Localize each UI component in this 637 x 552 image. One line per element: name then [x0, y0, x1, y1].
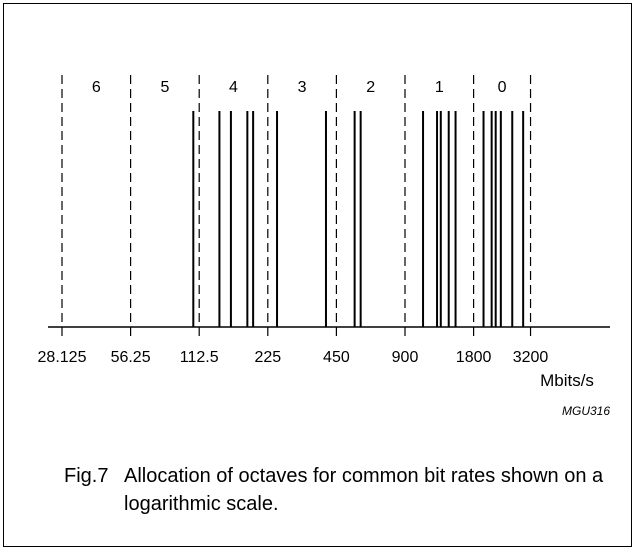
caption-text: Allocation of octaves for common bit rat… [124, 465, 604, 515]
figure-number: Fig.7 [64, 465, 109, 487]
octave-label: 6 [92, 79, 101, 96]
tick-label: 3200 [513, 349, 549, 366]
octave-label: 2 [366, 79, 375, 96]
tick-label: 225 [254, 349, 281, 366]
figure-frame [3, 3, 632, 547]
figure-code: MGU316 [562, 404, 610, 418]
tick-label: 450 [323, 349, 350, 366]
octave-label: 0 [498, 79, 507, 96]
octave-label: 3 [298, 79, 307, 96]
octave-label: 5 [160, 79, 169, 96]
tick-label: 900 [392, 349, 419, 366]
tick-label: 56.25 [111, 349, 151, 366]
octave-label: 4 [229, 79, 238, 96]
tick-label: 1800 [456, 349, 492, 366]
octave-label: 1 [435, 79, 444, 96]
tick-label: 112.5 [180, 349, 219, 366]
unit-label: Mbits/s [540, 371, 594, 390]
caption: Fig.7 Allocation of octaves for common b… [64, 462, 604, 518]
tick-label: 28.125 [38, 349, 87, 366]
